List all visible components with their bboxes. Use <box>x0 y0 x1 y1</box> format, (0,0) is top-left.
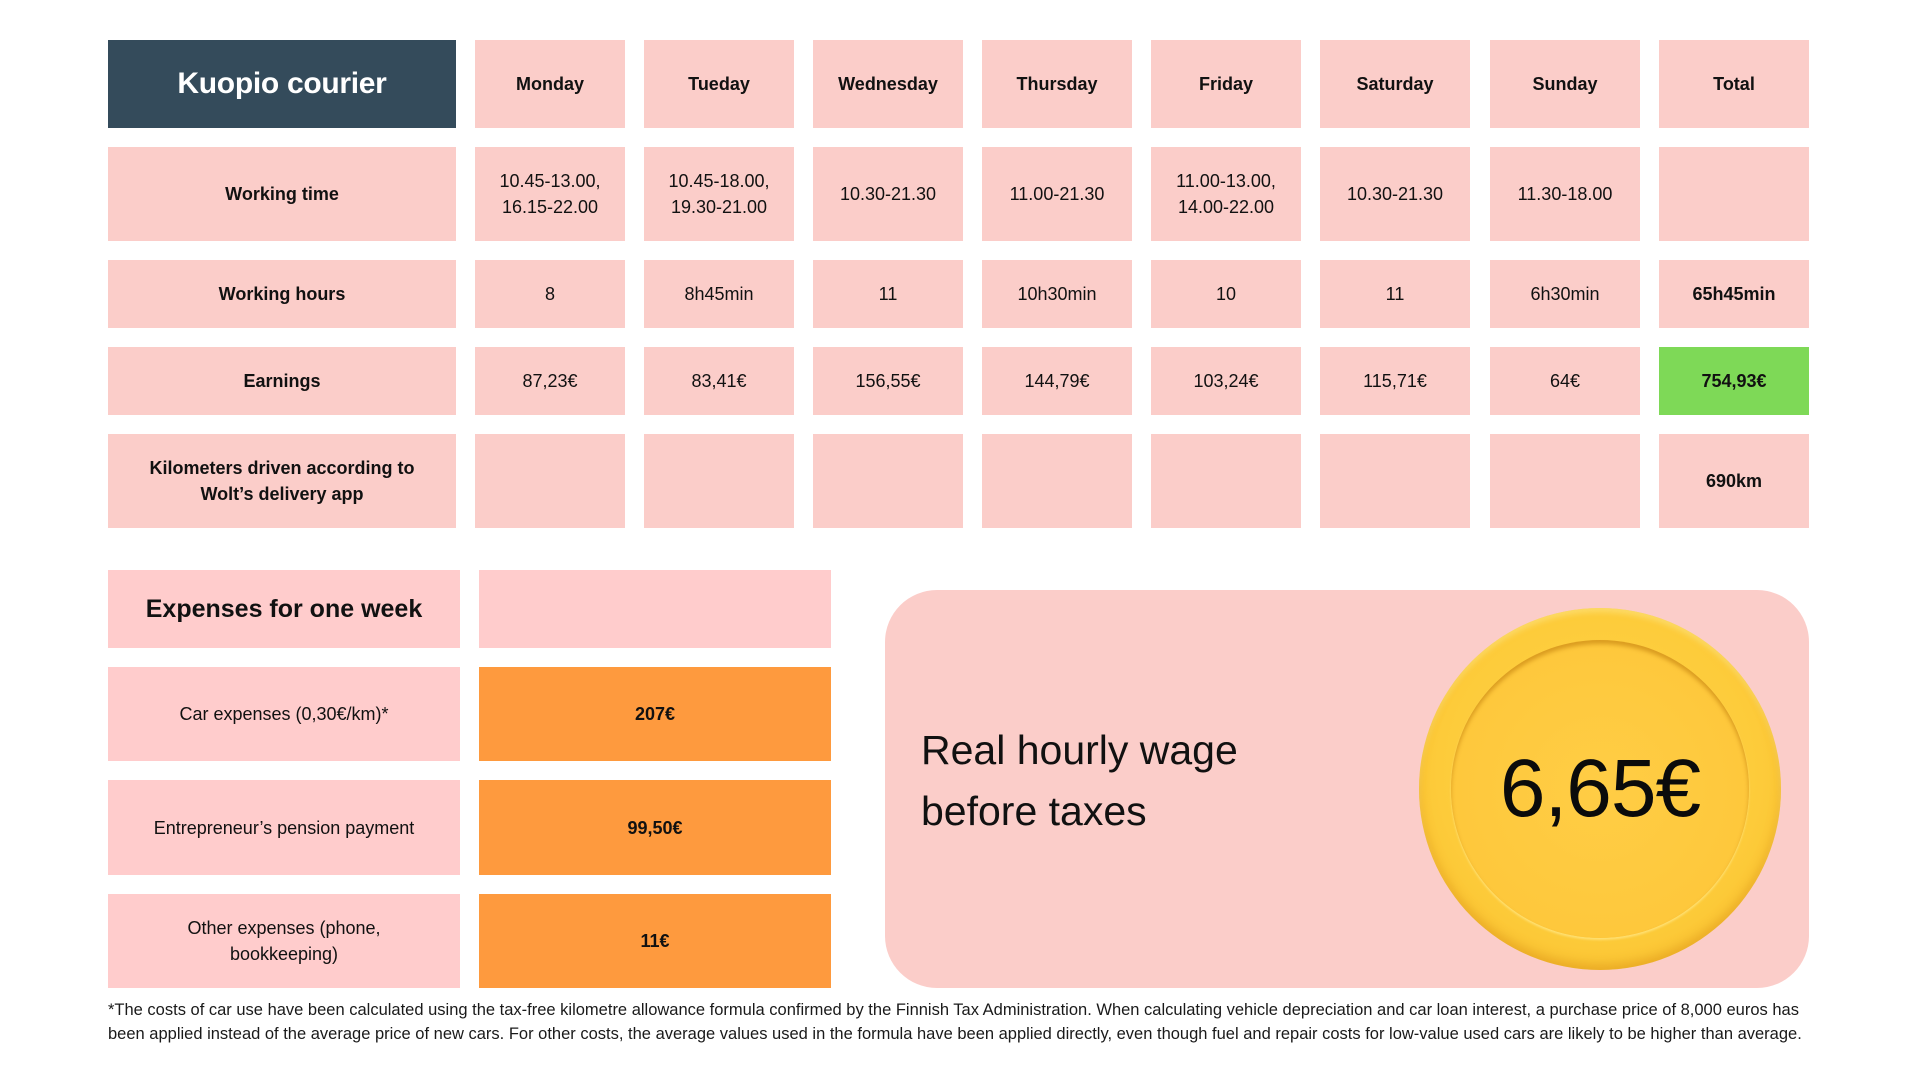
expense-value-other: 11€ <box>479 894 831 988</box>
table-cell: 64€ <box>1490 347 1640 415</box>
expenses-title: Expenses for one week <box>108 570 460 648</box>
table-cell: 10.45-13.00, 16.15-22.00 <box>475 147 625 241</box>
expense-label-pension: Entrepreneur’s pension payment <box>108 780 460 875</box>
table-cell: 144,79€ <box>982 347 1132 415</box>
coin-icon: 6,65€ <box>1419 608 1781 970</box>
total-working-hours: 65h45min <box>1659 260 1809 328</box>
column-header-tuesday: Tueday <box>644 40 794 128</box>
footnote: *The costs of car use have been calculat… <box>108 1001 1802 1043</box>
table-cell: 10.30-21.30 <box>813 147 963 241</box>
expense-value-pension: 99,50€ <box>479 780 831 875</box>
table-cell: 10.45-18.00, 19.30-21.00 <box>644 147 794 241</box>
total-earnings: 754,93€ <box>1659 347 1809 415</box>
column-header-total: Total <box>1659 40 1809 128</box>
table-cell: 8h45min <box>644 260 794 328</box>
table-cell: 11 <box>813 260 963 328</box>
table-cell <box>1320 434 1470 528</box>
expenses-header-blank <box>479 570 831 648</box>
row-label-working-hours: Working hours <box>108 260 456 328</box>
table-cell: 8 <box>475 260 625 328</box>
hourly-wage-card: Real hourly wage before taxes 6,65€ <box>885 590 1809 988</box>
column-header-saturday: Saturday <box>1320 40 1470 128</box>
hourly-wage-label: Real hourly wage before taxes <box>921 727 1238 834</box>
table-cell <box>982 434 1132 528</box>
row-label-working-time: Working time <box>108 147 456 241</box>
row-label-kilometers: Kilometers driven according to Wolt’s de… <box>108 434 456 528</box>
table-cell: 6h30min <box>1490 260 1640 328</box>
table-cell: 87,23€ <box>475 347 625 415</box>
table-cell: 11.30-18.00 <box>1490 147 1640 241</box>
row-label-earnings: Earnings <box>108 347 456 415</box>
table-cell <box>644 434 794 528</box>
table-cell <box>1151 434 1301 528</box>
expense-label-car: Car expenses (0,30€/km)* <box>108 667 460 761</box>
hourly-wage-value: 6,65€ <box>1499 743 1701 834</box>
table-cell: 115,71€ <box>1320 347 1470 415</box>
table-cell: 10.30-21.30 <box>1320 147 1470 241</box>
table-cell <box>813 434 963 528</box>
column-header-friday: Friday <box>1151 40 1301 128</box>
table-cell <box>475 434 625 528</box>
table-cell: 11 <box>1320 260 1470 328</box>
table-cell: 156,55€ <box>813 347 963 415</box>
table-cell: 10h30min <box>982 260 1132 328</box>
column-header-wednesday: Wednesday <box>813 40 963 128</box>
table-cell-total <box>1659 147 1809 241</box>
table-cell: 11.00-13.00, 14.00-22.00 <box>1151 147 1301 241</box>
column-header-monday: Monday <box>475 40 625 128</box>
table-title: Kuopio courier <box>108 40 456 128</box>
expense-label-other: Other expenses (phone, bookkeeping) <box>108 894 460 988</box>
table-cell <box>1490 434 1640 528</box>
table-cell: 103,24€ <box>1151 347 1301 415</box>
table-cell: 10 <box>1151 260 1301 328</box>
table-cell: 83,41€ <box>644 347 794 415</box>
column-header-sunday: Sunday <box>1490 40 1640 128</box>
coin-face: 6,65€ <box>1451 640 1749 938</box>
total-kilometers: 690km <box>1659 434 1809 528</box>
column-header-thursday: Thursday <box>982 40 1132 128</box>
table-cell: 11.00-21.30 <box>982 147 1132 241</box>
expense-value-car: 207€ <box>479 667 831 761</box>
